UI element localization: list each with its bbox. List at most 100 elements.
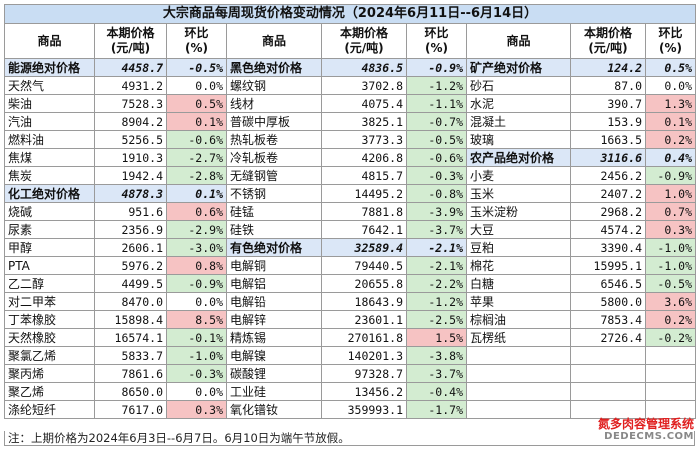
commodity-price: 13456.2: [321, 382, 407, 401]
table-row: 柴油 7528.3 0.5% 线材 4075.4 -1.1% 水泥 390.7 1.3%: [4, 94, 697, 113]
commodity-price: 8650.0: [94, 382, 167, 401]
commodity-name: 电解铝: [226, 274, 322, 293]
commodity-price: 4815.7: [321, 166, 407, 185]
commodity-change: -1.0%: [644, 256, 697, 275]
commodity-price: 5833.7: [94, 346, 167, 365]
commodity-change: 0.8%: [166, 256, 227, 275]
commodity-price: 270161.8: [321, 328, 407, 347]
commodity-change: -0.8%: [406, 184, 467, 203]
commodity-price: 15898.4: [94, 310, 167, 329]
commodity-name: 化工绝对价格: [4, 184, 95, 203]
commodity-change: -2.9%: [166, 220, 227, 239]
commodity-price: 18643.9: [321, 292, 407, 311]
commodity-name: 聚乙烯: [4, 382, 95, 401]
table-row: 乙二醇 4499.5 -0.9% 电解铝 20655.8 -2.2% 白糖 6546.5 -0.…: [4, 274, 697, 293]
commodity-change: -0.9%: [644, 166, 697, 185]
commodity-price: 4075.4: [321, 94, 407, 113]
commodity-change: -0.9%: [406, 58, 467, 77]
table-body: 能源绝对价格 4458.7 -0.5% 黑色绝对价格 4836.5 -0.9% 矿产绝对价格…: [4, 58, 697, 419]
commodity-price: 6546.5: [570, 274, 646, 293]
commodity-name: 矿产绝对价格: [466, 58, 571, 77]
commodity-name: 电解铅: [226, 292, 322, 311]
commodity-name: 豆粕: [466, 238, 571, 257]
commodity-name: 冷轧板卷: [226, 148, 322, 167]
commodity-name: 电解铜: [226, 256, 322, 275]
commodity-change: 1.3%: [644, 94, 697, 113]
header-price: 本期价格 (元/吨): [321, 23, 407, 59]
commodity-price: [570, 346, 646, 365]
price-table-container: 大宗商品每周现货价格变动情况（2024年6月11日--6月14日） 商品 本期价…: [3, 4, 697, 419]
commodity-name: [466, 346, 571, 365]
commodity-price: [570, 364, 646, 383]
commodity-name: 聚氯乙烯: [4, 346, 95, 365]
commodity-change: -0.9%: [166, 274, 227, 293]
commodity-change: -0.3%: [406, 166, 467, 185]
header-row: 商品 本期价格 (元/吨) 环比 (%) 商品 本期价格 (元/吨) 环比 (%…: [4, 23, 697, 59]
commodity-change: 0.4%: [644, 148, 697, 167]
commodity-name: 热轧板卷: [226, 130, 322, 149]
header-change: 环比 (%): [644, 23, 697, 59]
commodity-change: -0.5%: [166, 58, 227, 77]
commodity-price: 140201.3: [321, 346, 407, 365]
commodity-change: -2.5%: [406, 310, 467, 329]
commodity-price: 87.0: [570, 76, 646, 95]
commodity-price: 4931.2: [94, 76, 167, 95]
commodity-price: 5976.2: [94, 256, 167, 275]
commodity-name: [466, 400, 571, 419]
commodity-name: 燃料油: [4, 130, 95, 149]
table-title: 大宗商品每周现货价格变动情况（2024年6月11日--6月14日）: [3, 4, 697, 24]
commodity-price: 7853.4: [570, 310, 646, 329]
commodity-change: 0.1%: [644, 112, 697, 131]
commodity-change: 0.1%: [166, 184, 227, 203]
commodity-change: 0.5%: [166, 94, 227, 113]
commodity-name: 工业硅: [226, 382, 322, 401]
footnote: 注：上期价格为2024年6月3日--6月7日。6月10日为端午节放假。: [4, 431, 695, 446]
commodity-change: 0.0%: [644, 76, 697, 95]
commodity-price: 3773.3: [321, 130, 407, 149]
commodity-change: -2.1%: [406, 238, 467, 257]
commodity-name: 精炼锡: [226, 328, 322, 347]
table-title-row: 大宗商品每周现货价格变动情况（2024年6月11日--6月14日）: [3, 4, 697, 24]
commodity-name: 电解镍: [226, 346, 322, 365]
table-row: 天然气 4931.2 0.0% 螺纹钢 3702.8 -1.2% 砂石 87.0 0.0%: [4, 76, 697, 95]
commodity-change: [644, 382, 697, 401]
commodity-change: 0.3%: [166, 400, 227, 419]
header-price: 本期价格 (元/吨): [94, 23, 167, 59]
commodity-price: 359993.1: [321, 400, 407, 419]
commodity-price: 97328.7: [321, 364, 407, 383]
commodity-name: 有色绝对价格: [226, 238, 322, 257]
commodity-change: -1.7%: [406, 400, 467, 419]
commodity-price: 2456.2: [570, 166, 646, 185]
commodity-name: PTA: [4, 256, 95, 275]
commodity-change: 0.2%: [644, 130, 697, 149]
commodity-name: 烧碱: [4, 202, 95, 221]
commodity-change: 0.3%: [644, 220, 697, 239]
commodity-price: 1663.5: [570, 130, 646, 149]
table-row: 天然橡胶 16574.1 -0.1% 精炼锡 270161.8 1.5% 瓦楞纸 2726.4…: [4, 328, 697, 347]
commodity-name: 线材: [226, 94, 322, 113]
commodity-change: -3.7%: [406, 220, 467, 239]
commodity-change: 0.0%: [166, 76, 227, 95]
table-row: 化工绝对价格 4878.3 0.1% 不锈钢 14495.2 -0.8% 玉米 2407.2 1…: [4, 184, 697, 203]
commodity-price: 153.9: [570, 112, 646, 131]
commodity-name: 焦煤: [4, 148, 95, 167]
commodity-price: 79440.5: [321, 256, 407, 275]
table-row: 丁苯橡胶 15898.4 8.5% 电解锌 23601.1 -2.5% 棕榈油 7853.4 0…: [4, 310, 697, 329]
commodity-change: -0.6%: [406, 148, 467, 167]
commodity-name: 玻璃: [466, 130, 571, 149]
commodity-name: 大豆: [466, 220, 571, 239]
commodity-name: 无缝钢管: [226, 166, 322, 185]
commodity-name: 氧化镨钕: [226, 400, 322, 419]
commodity-name: 玉米: [466, 184, 571, 203]
commodity-price: 124.2: [570, 58, 646, 77]
commodity-name: 聚丙烯: [4, 364, 95, 383]
commodity-change: -2.1%: [406, 256, 467, 275]
commodity-name: [466, 364, 571, 383]
table-row: PTA 5976.2 0.8% 电解铜 79440.5 -2.1% 棉花 15995.1 -1.…: [4, 256, 697, 275]
commodity-change: -3.0%: [166, 238, 227, 257]
table-row: 燃料油 5256.5 -0.6% 热轧板卷 3773.3 -0.5% 玻璃 1663.5 0.2…: [4, 130, 697, 149]
commodity-change: 0.0%: [166, 382, 227, 401]
commodity-price: 23601.1: [321, 310, 407, 329]
commodity-price: 5800.0: [570, 292, 646, 311]
commodity-name: 小麦: [466, 166, 571, 185]
